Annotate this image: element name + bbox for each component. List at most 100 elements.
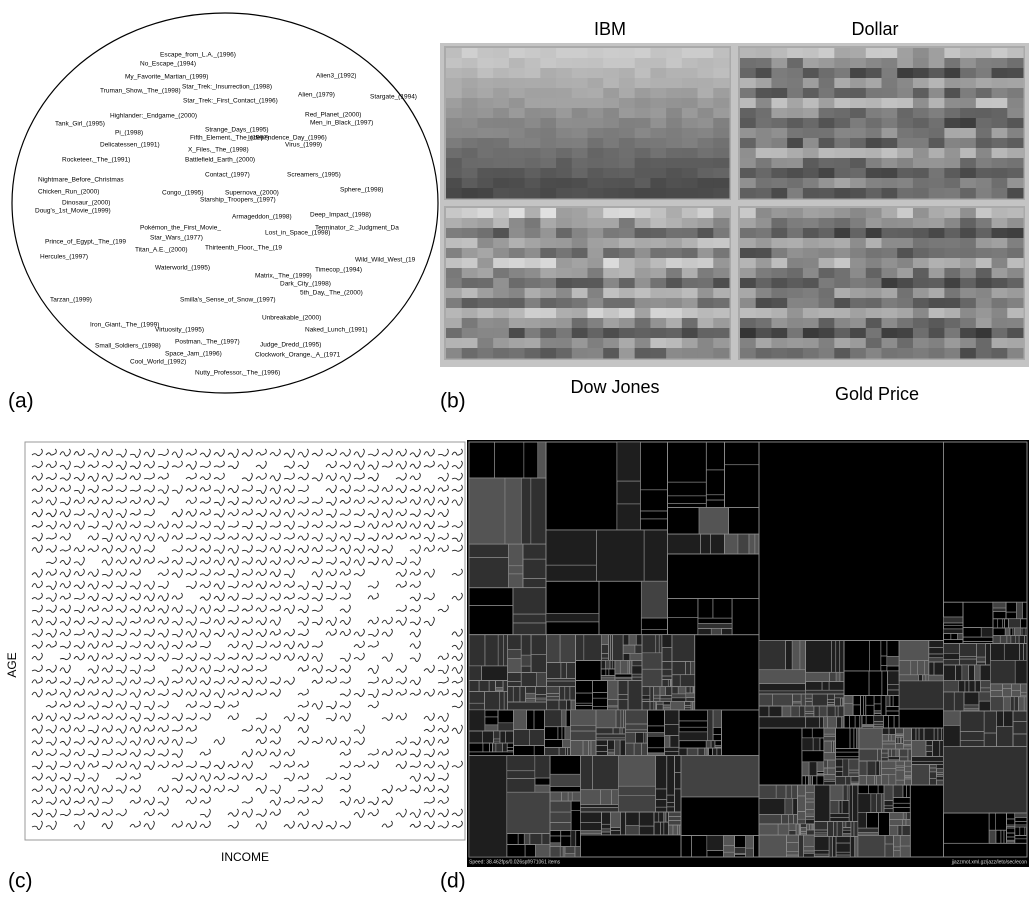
- pixel-block: [477, 208, 493, 219]
- pixel-block: [650, 248, 666, 259]
- pixel-block: [787, 158, 803, 169]
- pixel-block: [897, 48, 913, 59]
- pixel-block: [477, 98, 493, 109]
- node-label: Prince_of_Egypt,_The_(199: [45, 239, 126, 246]
- node-label: Tarzan_(1999): [50, 297, 92, 304]
- pixel-block: [666, 228, 682, 239]
- pixel-block: [740, 48, 756, 59]
- treemap-cell: [1015, 660, 1027, 683]
- pixel-block: [944, 108, 960, 119]
- pixel-block: [882, 118, 898, 129]
- pixel-block: [944, 68, 960, 79]
- pixel-block: [635, 258, 651, 269]
- treemap-cell: [535, 756, 550, 778]
- treemap-cell: [806, 672, 830, 681]
- pixel-block: [509, 268, 525, 279]
- pixel-block: [540, 118, 556, 129]
- pixel-block: [1007, 138, 1023, 149]
- pixel-block: [850, 348, 866, 359]
- pixel-block: [850, 338, 866, 349]
- treemap-cell: [469, 710, 485, 731]
- pixel-block: [603, 308, 619, 319]
- pixel-block: [740, 158, 756, 169]
- pixel-block: [462, 188, 478, 199]
- pixel-block: [976, 178, 992, 189]
- pixel-block: [866, 158, 882, 169]
- node-label: Supernova_(2000): [225, 190, 279, 197]
- pixel-block: [588, 288, 604, 299]
- pixel-block: [666, 158, 682, 169]
- pixel-block: [666, 148, 682, 159]
- pixel-block: [944, 128, 960, 139]
- pixel-block: [866, 328, 882, 339]
- treemap-cell: [546, 686, 559, 700]
- pixel-block: [850, 278, 866, 289]
- pixel-block: [493, 98, 509, 109]
- pixel-block: [976, 338, 992, 349]
- pixel-block: [803, 118, 819, 129]
- treemap-cell: [887, 671, 899, 696]
- pixel-block: [462, 218, 478, 229]
- pixel-block: [446, 208, 462, 219]
- pixel-block: [525, 278, 541, 289]
- pixel-block: [509, 88, 525, 99]
- pixel-block: [493, 228, 509, 239]
- pixel-block: [976, 318, 992, 329]
- node-label: Titan_A.E._(2000): [135, 247, 188, 254]
- pixel-block: [650, 238, 666, 249]
- pixel-block: [771, 98, 787, 109]
- pixel-block: [913, 78, 929, 89]
- pixel-block: [897, 188, 913, 199]
- pixel-block: [756, 218, 772, 229]
- pixel-block: [540, 338, 556, 349]
- pixel-block: [509, 318, 525, 329]
- pixel-block: [493, 258, 509, 269]
- pixel-block: [713, 318, 729, 329]
- pixel-block: [787, 348, 803, 359]
- treemap-cell: [885, 844, 893, 857]
- pixel-block: [913, 278, 929, 289]
- pixel-block: [540, 68, 556, 79]
- pixel-block: [572, 168, 588, 179]
- pixel-block: [619, 48, 635, 59]
- pixel-block: [493, 128, 509, 139]
- pixel-block: [540, 138, 556, 149]
- pixel-block: [1007, 58, 1023, 69]
- pixel-block: [850, 298, 866, 309]
- treemap-cell: [526, 693, 536, 698]
- pixel-block: [866, 318, 882, 329]
- pixel-block: [787, 218, 803, 229]
- pixel-block: [913, 308, 929, 319]
- pixel-block: [866, 138, 882, 149]
- pixel-block: [882, 238, 898, 249]
- treemap-cell: [929, 675, 944, 681]
- pixel-block: [740, 218, 756, 229]
- pixel-block: [850, 328, 866, 339]
- pixel-block: [882, 48, 898, 59]
- pixel-block: [525, 228, 541, 239]
- pixel-block: [740, 258, 756, 269]
- treemap-cell: [858, 828, 878, 832]
- pixel-block: [477, 168, 493, 179]
- treemap-cell: [806, 817, 815, 820]
- pixel-block: [509, 248, 525, 259]
- pixel-block: [834, 48, 850, 59]
- node-label: Escape_from_L.A._(1996): [160, 52, 236, 59]
- pixel-block: [588, 238, 604, 249]
- treemap-cell: [678, 687, 686, 694]
- pixel-block: [976, 158, 992, 169]
- pixel-block: [960, 188, 976, 199]
- pixel-block: [882, 138, 898, 149]
- pixel-block: [698, 118, 714, 129]
- pixel-block: [913, 218, 929, 229]
- pixel-block: [882, 348, 898, 359]
- pixel-block: [960, 98, 976, 109]
- pixel-block: [944, 148, 960, 159]
- treemap-cell: [660, 687, 666, 696]
- pixel-block: [866, 268, 882, 279]
- pixel-block: [477, 228, 493, 239]
- pixel-block: [556, 258, 572, 269]
- pixel-block: [803, 138, 819, 149]
- pixel-block: [493, 278, 509, 289]
- treemap-cell: [799, 835, 804, 857]
